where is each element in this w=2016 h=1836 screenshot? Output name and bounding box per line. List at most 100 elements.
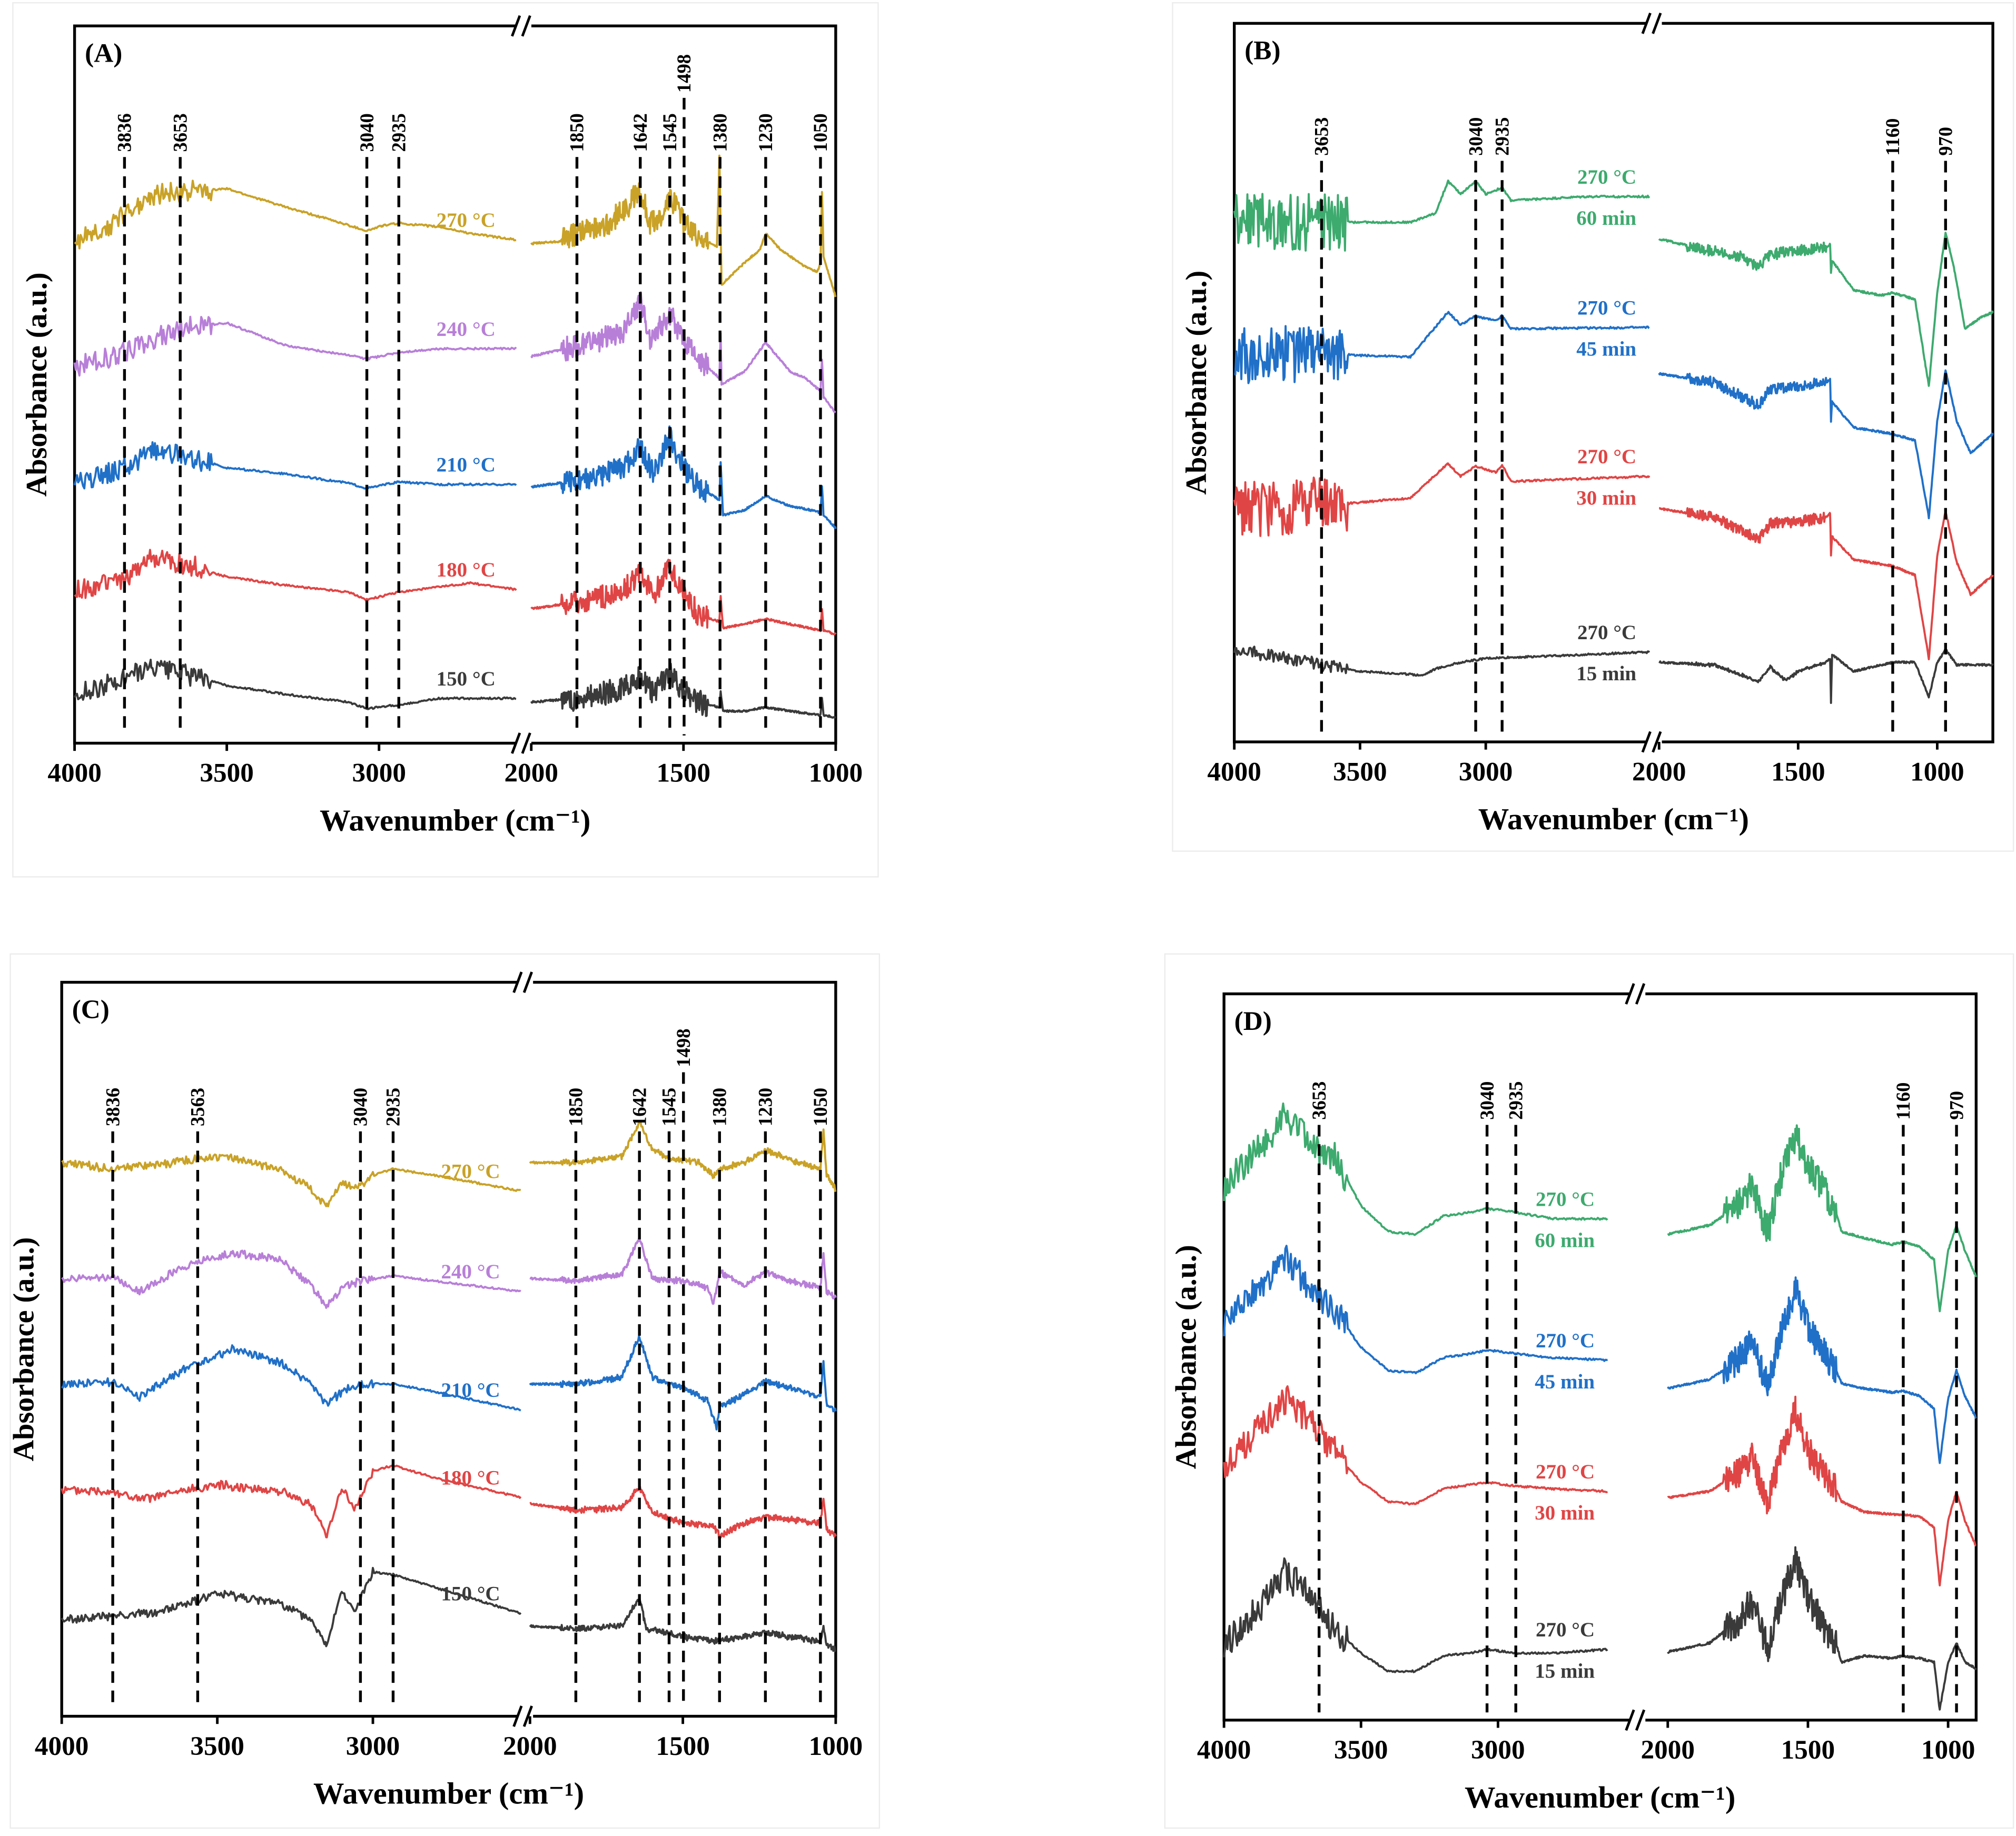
panel-a: 4000 3500 3000 2000 1500 1000 Wavenumber (cm⁻¹… [21, 15, 863, 837]
spectrum-line-right [1658, 648, 1994, 704]
x-tick-label: 2000 [1632, 757, 1686, 787]
peak-label: 1050 [809, 113, 831, 152]
x-tick-label: 4000 [47, 758, 102, 788]
peak-annotation: 3836 [114, 113, 135, 736]
series-label: 270 °C [441, 1160, 500, 1183]
series-label: 270 °C [1577, 621, 1636, 644]
series-3: 210 °C [73, 425, 837, 529]
spectrum-line-left [74, 549, 517, 601]
series-4: 180 °C [74, 549, 837, 636]
axis-break-mark [511, 15, 521, 37]
plot-frame [1222, 992, 1978, 1722]
spectrum-line-left [61, 1249, 521, 1309]
series-1: 270 °C [74, 154, 837, 297]
plot-frame [73, 24, 837, 745]
x-tick-label: 3500 [190, 1731, 244, 1761]
x-tick-label: 1000 [1910, 757, 1964, 787]
peak-label: 1642 [628, 1088, 650, 1126]
peak-label: 1850 [566, 113, 588, 152]
x-tick-label: 4000 [1197, 1735, 1251, 1765]
peak-annotation: 1380 [708, 1088, 730, 1709]
axis-break-mark [521, 15, 531, 37]
peak-annotation: 970 [1934, 127, 1956, 735]
peak-annotation: 2935 [388, 113, 409, 736]
panel-label: (B) [1244, 36, 1280, 66]
peak-label: 1642 [629, 113, 651, 152]
series-label: 180 °C [441, 1466, 500, 1489]
peak-annotation: 1230 [755, 113, 776, 736]
axis-break-mark [511, 732, 521, 754]
spectrum-line-left [74, 180, 517, 250]
series-label: 270 °C [1536, 1329, 1595, 1352]
plot-frame [60, 980, 837, 1718]
axis-break-mark [1635, 983, 1646, 1005]
series-4: 270 °C 15 min [1223, 1546, 1978, 1711]
series-label: 270 °C [1577, 166, 1636, 188]
spectrum-line-right [1667, 1124, 1978, 1313]
x-tick-label: 1500 [1781, 1735, 1835, 1765]
x-tick-label: 2000 [503, 1731, 557, 1761]
series-label: 270 °C [1577, 296, 1636, 319]
series-label: 270 °C [1536, 1461, 1595, 1483]
panel-b: 4000 3500 3000 2000 1500 1000 Wavenumber (cm⁻¹… [1180, 12, 1994, 836]
peak-annotation: 3040 [1465, 117, 1486, 735]
peak-label: 1050 [809, 1088, 831, 1126]
x-tick-label: 2000 [1641, 1735, 1695, 1765]
spectrum-line-left [73, 441, 517, 490]
x-tick-label: 3000 [1459, 757, 1513, 787]
series-label: 240 °C [437, 318, 496, 341]
peak-annotation: 1545 [659, 113, 680, 736]
series-label: 270 °C [1536, 1188, 1595, 1210]
peak-annotation: 1850 [566, 113, 588, 736]
peak-label: 2935 [1505, 1081, 1526, 1120]
peak-label: 970 [1945, 1091, 1967, 1120]
peak-annotation: 2935 [382, 1088, 404, 1709]
series-2: 270 °C 45 min [1223, 1245, 1977, 1464]
axis-break-mark [1641, 12, 1652, 34]
peak-annotation: 1050 [809, 1088, 831, 1709]
peak-label: 1545 [658, 1088, 680, 1126]
series-label: 240 °C [441, 1261, 500, 1283]
peak-label: 1380 [708, 1088, 730, 1126]
peak-annotation: 1380 [709, 113, 730, 736]
series-sublabel: 60 min [1535, 1229, 1595, 1252]
spectrum-line-right [1667, 1546, 1978, 1711]
peak-label: 3836 [102, 1088, 123, 1126]
axis-break-mark [1625, 1709, 1635, 1731]
peak-annotation: 1642 [628, 1088, 650, 1709]
series-label: 270 °C [437, 209, 496, 232]
x-tick-label: 3000 [1471, 1735, 1525, 1765]
series-label: 270 °C [1577, 445, 1636, 468]
series-2: 240 °C [61, 1236, 837, 1309]
panel-a-border [12, 2, 879, 878]
series-3: 270 °C 30 min [1233, 445, 1994, 661]
x-tick-label: 1500 [656, 1731, 710, 1761]
axis-break-mark [1652, 731, 1662, 753]
series-3: 270 °C 30 min [1223, 1385, 1977, 1586]
axis-break-mark [522, 971, 533, 993]
spectrum-line-left [1233, 462, 1651, 537]
y-axis-title: Absorbance (a.u.) [1180, 271, 1213, 495]
peak-annotation: 1230 [755, 1088, 776, 1709]
peak-label: 3040 [350, 1088, 371, 1126]
peak-label: 1380 [709, 113, 730, 152]
peak-label: 1230 [755, 1088, 776, 1126]
spectrum-line-left [61, 1153, 521, 1208]
series-label: 180 °C [437, 559, 496, 581]
peak-annotation: 3563 [187, 1088, 209, 1709]
x-tick-label: 1500 [657, 758, 711, 788]
spectrum-line-left [61, 1566, 522, 1648]
peak-label: 3653 [1311, 117, 1332, 156]
series-sublabel: 60 min [1576, 207, 1636, 230]
peak-annotation: 1642 [629, 113, 651, 736]
axis-break-mark [1652, 12, 1662, 34]
panel-d-border [1164, 953, 2014, 1829]
peak-annotation: 2935 [1505, 1081, 1526, 1713]
panel-b-border [1172, 2, 2014, 852]
peak-label: 1498 [673, 54, 695, 93]
x-tick-label: 4000 [1207, 757, 1261, 787]
spectrum-line-left [1223, 1557, 1608, 1673]
x-tick-label: 3500 [200, 758, 254, 788]
